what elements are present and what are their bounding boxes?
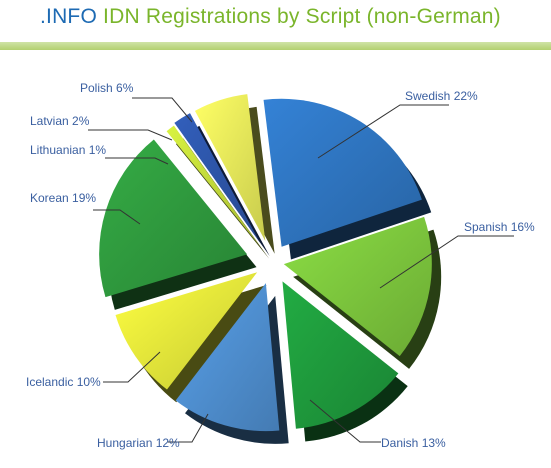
pie-slice-danish [282,281,399,429]
leader-line-hungarian [168,413,209,443]
leader-line-latvian [88,129,173,141]
slice-label-danish: Danish 13% [381,436,446,450]
pie-slice-swedish [263,98,422,247]
title-prefix: .INFO [40,5,97,28]
slice-label-polish: Polish 6% [80,81,134,95]
slice-label-hungarian: Hungarian 12% [97,436,180,450]
leader-line-icelandic [103,351,161,383]
pie-slice-spanish [283,216,432,357]
pie-slice-polish [194,94,266,242]
leader-line-korean [93,209,141,225]
slice-label-korean: Korean 19% [30,191,96,205]
title-underline-bar [0,42,551,50]
pie-tops-layer [99,94,432,432]
slice-label-swedish: Swedish 22% [405,89,478,103]
pie-slice-lithuanian [166,125,260,247]
pie-slice-hungarian [175,283,280,432]
leader-line-lithuanian [105,157,169,165]
leader-line-spanish [379,235,514,289]
slice-labels-layer: Swedish 22% Spanish 16% Danish 13% Hungaria… [26,81,535,450]
leader-line-danish [309,399,381,443]
title-main: IDN Registrations by Script (non-German) [103,5,501,28]
leader-lines-layer [88,97,514,443]
slice-label-spanish: Spanish 16% [464,220,535,234]
slice-label-latvian: Latvian 2% [30,114,90,128]
slice-label-icelandic: Icelandic 10% [26,375,101,389]
leader-line-polish [132,97,193,123]
pie-slice-latvian [174,113,261,244]
slice-label-lithuanian: Lithuanian 1% [30,143,106,157]
chart-title: .INFO IDN Registrations by Script (non-G… [40,5,501,29]
pie-slice-korean [99,139,248,298]
leader-line-swedish [317,104,449,159]
